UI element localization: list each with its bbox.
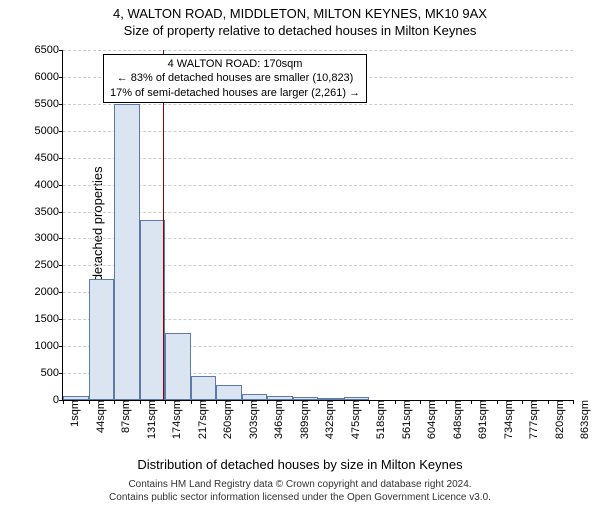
footer: Contains HM Land Registry data © Crown c…: [0, 479, 600, 504]
xtick-mark: [573, 400, 574, 404]
xtick-label: 346sqm: [271, 400, 285, 439]
xtick-label: 604sqm: [424, 400, 438, 439]
histogram-bar: [191, 376, 217, 400]
gridline: [63, 158, 573, 159]
histogram-bar: [140, 220, 166, 400]
histogram-bar: [216, 385, 242, 400]
xtick-label: 691sqm: [475, 400, 489, 439]
xtick-label: 303sqm: [246, 400, 260, 439]
xtick-label: 820sqm: [552, 400, 566, 439]
xtick-label: 475sqm: [348, 400, 362, 439]
xtick-label: 863sqm: [577, 400, 591, 439]
ytick-label: 5500: [35, 98, 63, 110]
xtick-mark: [344, 400, 345, 404]
xtick-mark: [267, 400, 268, 404]
xtick-mark: [89, 400, 90, 404]
ytick-label: 1500: [35, 313, 63, 325]
xtick-mark: [395, 400, 396, 404]
xtick-mark: [191, 400, 192, 404]
xtick-label: 648sqm: [450, 400, 464, 439]
xtick-mark: [242, 400, 243, 404]
ytick-label: 6000: [35, 71, 63, 83]
gridline: [63, 50, 573, 51]
xtick-label: 174sqm: [169, 400, 183, 439]
footer-line-2: Contains public sector information licen…: [0, 492, 600, 505]
footer-line-1: Contains HM Land Registry data © Crown c…: [0, 479, 600, 492]
xtick-mark: [369, 400, 370, 404]
x-axis-label: Distribution of detached houses by size …: [0, 457, 600, 472]
xtick-label: 1sqm: [67, 400, 81, 427]
xtick-mark: [216, 400, 217, 404]
xtick-mark: [165, 400, 166, 404]
xtick-mark: [548, 400, 549, 404]
gridline: [63, 212, 573, 213]
ytick-label: 6500: [35, 44, 63, 56]
ytick-label: 4000: [35, 179, 63, 191]
plot-area: 0500100015002000250030003500400045005000…: [62, 50, 573, 401]
xtick-label: 389sqm: [297, 400, 311, 439]
xtick-mark: [497, 400, 498, 404]
histogram-bar: [89, 279, 115, 400]
chart-subtitle: Size of property relative to detached ho…: [0, 23, 600, 38]
ytick-label: 2500: [35, 259, 63, 271]
ytick-label: 5000: [35, 125, 63, 137]
ytick-label: 3500: [35, 206, 63, 218]
xtick-label: 44sqm: [93, 400, 107, 433]
chart-container: 4, WALTON ROAD, MIDDLETON, MILTON KEYNES…: [0, 6, 600, 506]
xtick-label: 518sqm: [373, 400, 387, 439]
ytick-label: 1000: [35, 340, 63, 352]
ytick-label: 3000: [35, 232, 63, 244]
ytick-label: 500: [41, 367, 63, 379]
chart-title: 4, WALTON ROAD, MIDDLETON, MILTON KEYNES…: [0, 6, 600, 21]
xtick-label: 432sqm: [322, 400, 336, 439]
annotation-line-1: 4 WALTON ROAD: 170sqm: [110, 57, 360, 71]
xtick-label: 561sqm: [399, 400, 413, 439]
xtick-mark: [318, 400, 319, 404]
histogram-bar: [165, 333, 191, 400]
xtick-mark: [446, 400, 447, 404]
xtick-mark: [420, 400, 421, 404]
xtick-label: 777sqm: [526, 400, 540, 439]
histogram-bar: [114, 104, 140, 400]
xtick-mark: [63, 400, 64, 404]
gridline: [63, 131, 573, 132]
annotation-box: 4 WALTON ROAD: 170sqm ← 83% of detached …: [103, 54, 367, 103]
annotation-line-3: 17% of semi-detached houses are larger (…: [110, 86, 360, 100]
xtick-label: 217sqm: [195, 400, 209, 439]
xtick-mark: [522, 400, 523, 404]
ytick-label: 2000: [35, 286, 63, 298]
xtick-label: 260sqm: [220, 400, 234, 439]
xtick-mark: [293, 400, 294, 404]
gridline: [63, 185, 573, 186]
xtick-label: 87sqm: [118, 400, 132, 433]
ytick-label: 4500: [35, 152, 63, 164]
gridline: [63, 104, 573, 105]
xtick-mark: [471, 400, 472, 404]
xtick-label: 734sqm: [501, 400, 515, 439]
xtick-mark: [140, 400, 141, 404]
xtick-label: 131sqm: [144, 400, 158, 439]
xtick-mark: [114, 400, 115, 404]
ytick-label: 0: [53, 394, 63, 406]
annotation-line-2: ← 83% of detached houses are smaller (10…: [110, 71, 360, 85]
